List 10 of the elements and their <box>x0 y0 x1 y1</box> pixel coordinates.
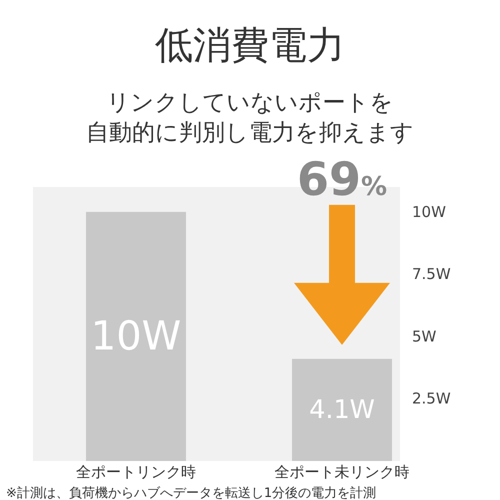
x-tick-label: 全ポート未リンク時 <box>274 463 410 481</box>
y-tick-label: 10W <box>412 202 446 221</box>
text: ※計測は、負荷機からハブへデータを転送し1分後の電力を計測 <box>6 486 376 500</box>
chart-title: 低消費電力 <box>155 23 345 67</box>
annotation: 69% <box>296 152 388 206</box>
y-tick-label: 2.5W <box>412 390 451 408</box>
y-tick-label: 5W <box>412 327 437 346</box>
x-tick-label: 全ポートリンク時 <box>76 463 196 481</box>
chart-subtitle: リンクしていないポートを自動的に判別し電力を抑えます <box>86 90 414 146</box>
y-tick-label: 7.5W <box>412 265 451 284</box>
